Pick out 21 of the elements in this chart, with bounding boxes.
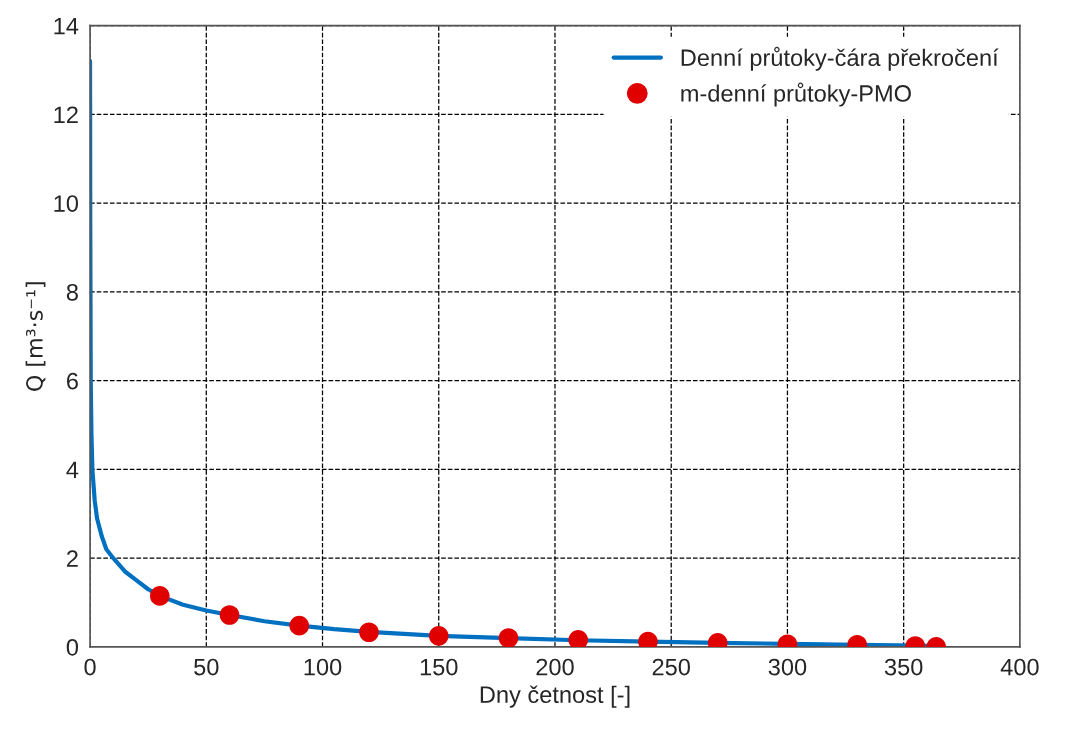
legend-label: Denní průtoky-čára překročení (681, 46, 999, 71)
x-tick-label: 350 (884, 658, 923, 676)
x-tick-label: 200 (536, 658, 574, 676)
x-tick-label: 150 (420, 658, 458, 676)
x-tick-label: 400 (1000, 658, 1039, 676)
y-tick-label: 10 (54, 195, 79, 212)
y-tick-label: 4 (66, 461, 79, 478)
x-tick-label: 50 (194, 658, 219, 676)
y-axis-title: Q [m³·s⁻¹] (25, 282, 46, 391)
y-tick-label: 2 (67, 550, 78, 567)
x-tick-label: 0 (84, 658, 96, 676)
y-tick-label: 14 (54, 17, 79, 35)
y-tick-label: 8 (66, 283, 78, 301)
x-axis-title: Dny četnost [-] (480, 685, 630, 708)
y-tick-label: 12 (54, 106, 78, 123)
x-tick-label: 250 (652, 658, 690, 676)
y-tick-label: 0 (66, 639, 79, 656)
x-tick-label: 300 (768, 658, 807, 676)
y-tick-label: 6 (67, 372, 78, 390)
legend-label: m-denní průtoky-PMO (681, 82, 911, 107)
x-tick-label: 100 (304, 658, 342, 676)
